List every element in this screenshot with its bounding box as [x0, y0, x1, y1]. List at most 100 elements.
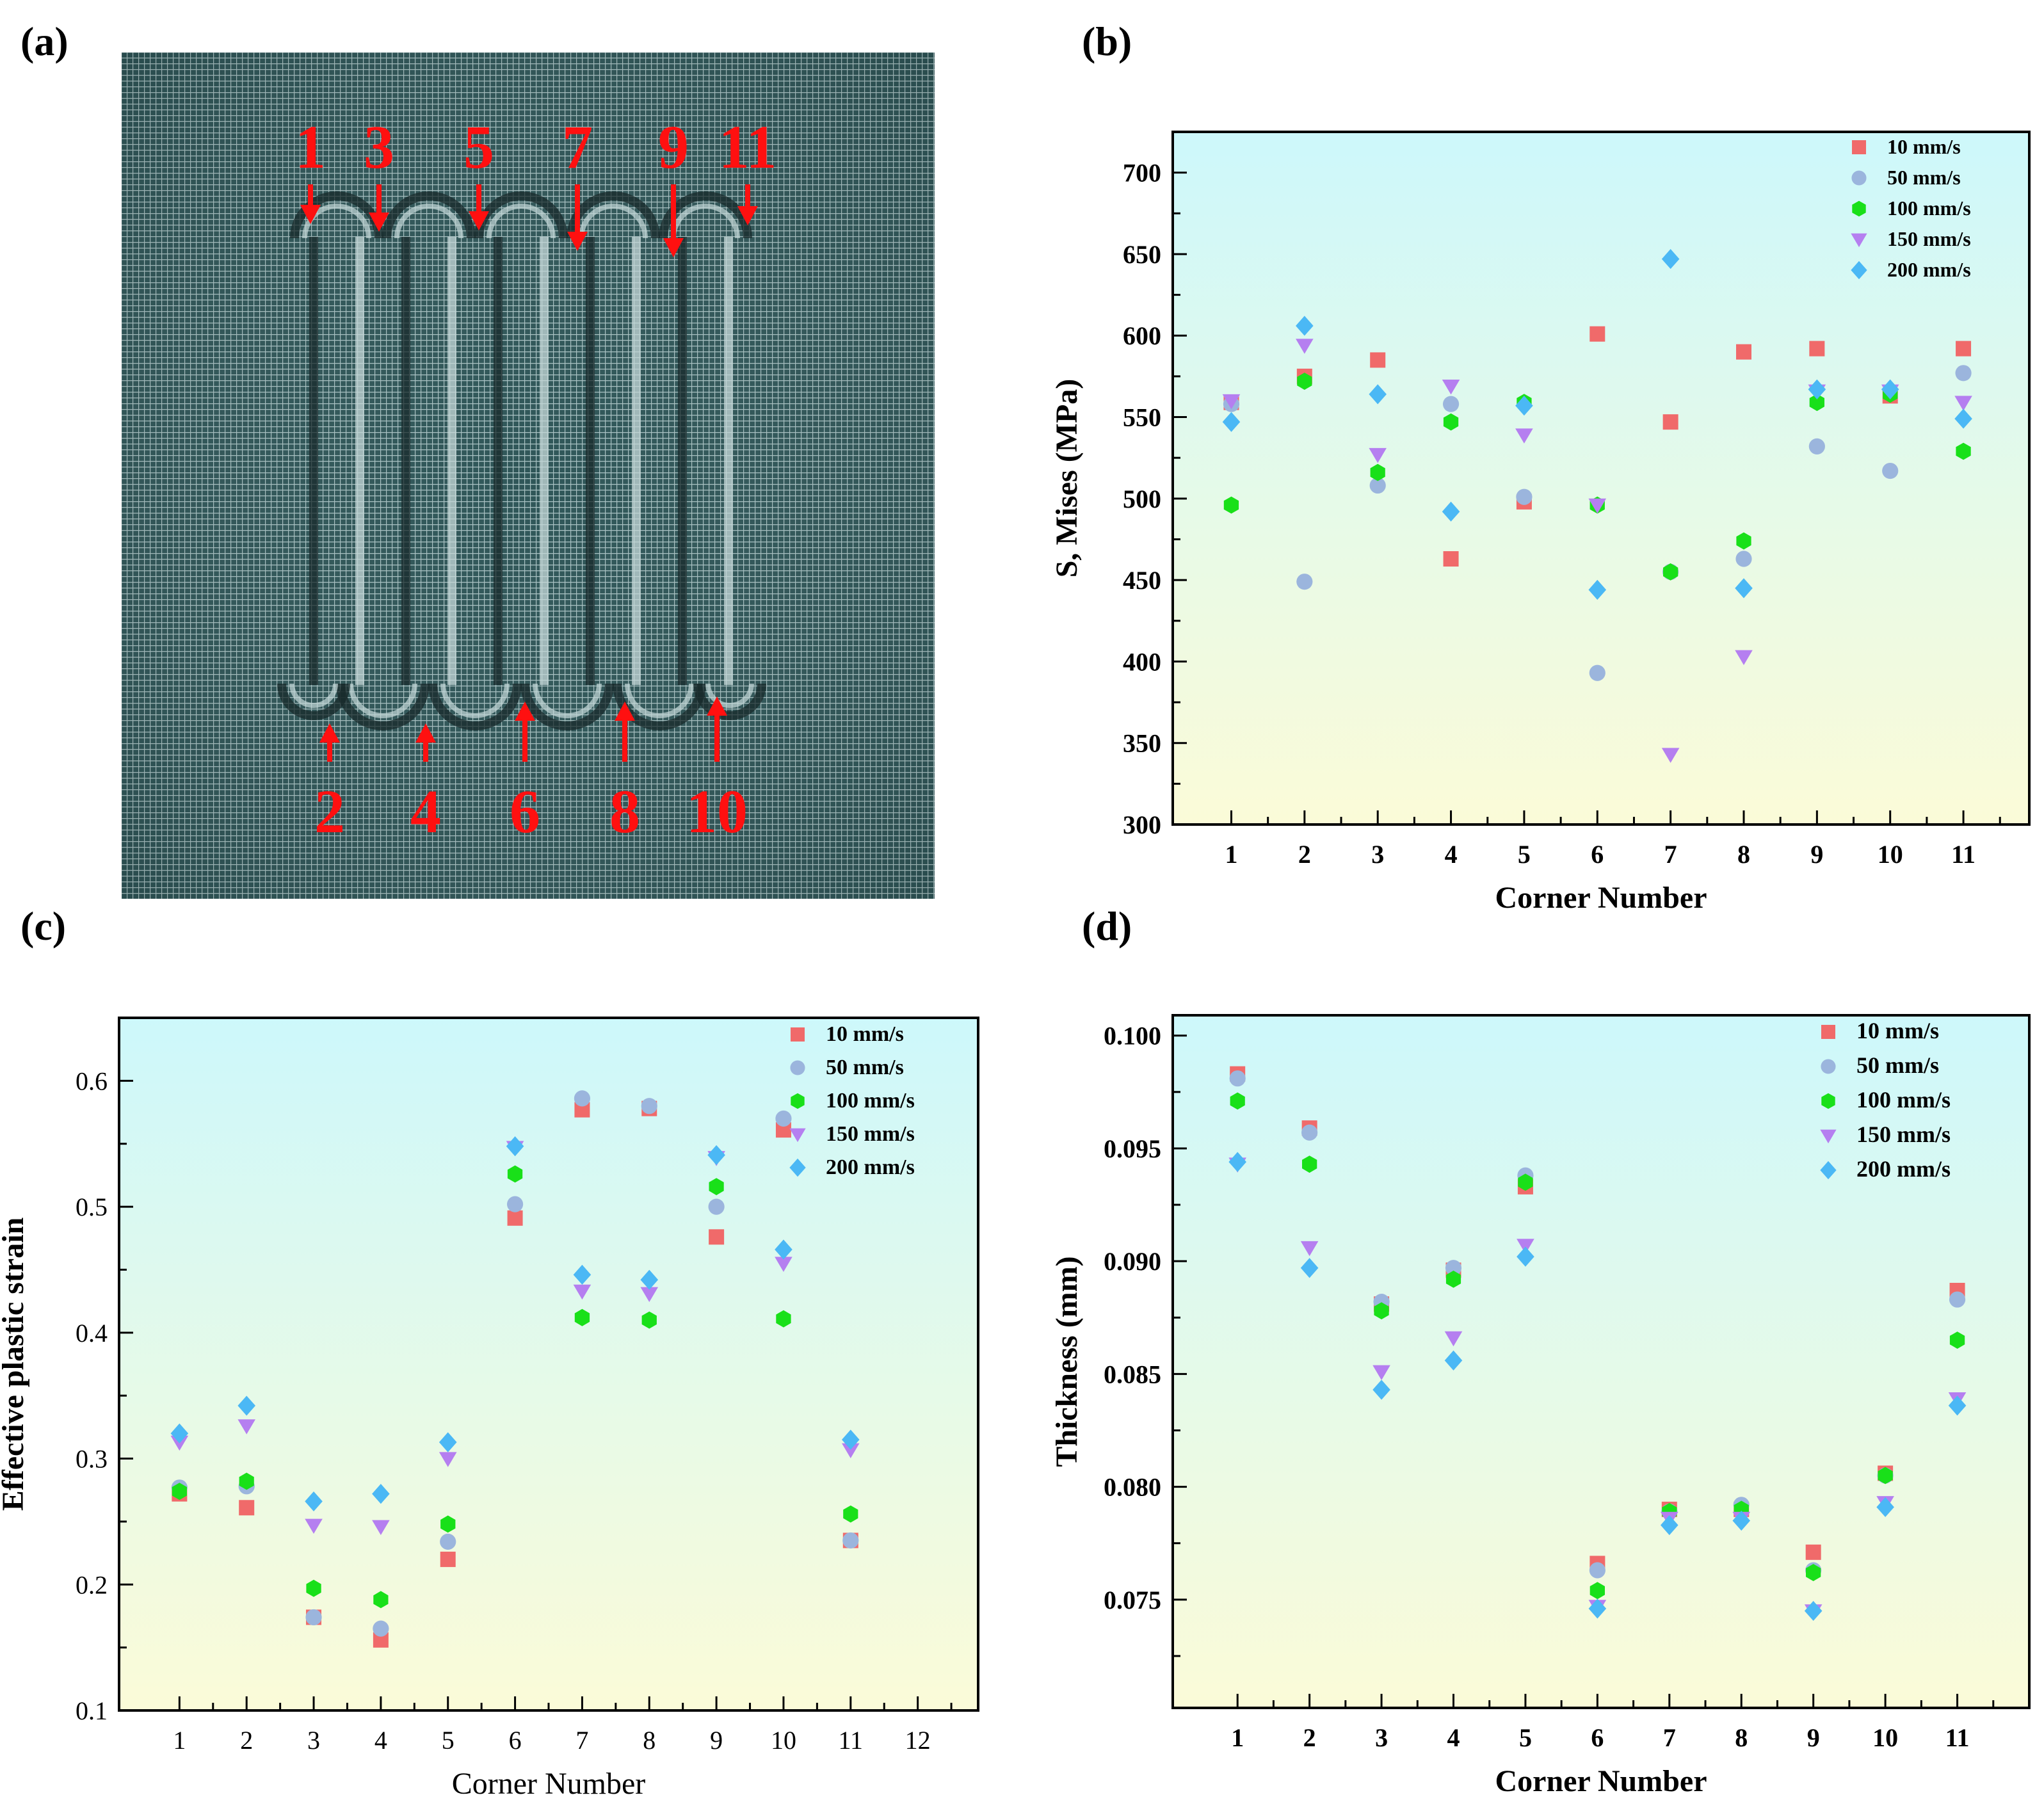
- data-point: [573, 1284, 591, 1300]
- channel-top-turn-highlight: [579, 204, 648, 239]
- legend-label: 150 mm/s: [1856, 1122, 1951, 1147]
- channel-bottom-turn-highlight: [705, 683, 754, 708]
- corner-arrow-head: [469, 211, 489, 230]
- y-axis-label: S, Mises (MPa): [1050, 379, 1084, 578]
- channel-top-turn: [382, 191, 476, 239]
- data-point: [1589, 1582, 1605, 1600]
- y-tick-label: 0.3: [76, 1445, 108, 1474]
- data-point: [1370, 352, 1386, 368]
- data-point: [1517, 1239, 1534, 1254]
- x-tick-label: 8: [643, 1726, 656, 1755]
- x-tick-label: 1: [1231, 1723, 1244, 1752]
- corner-arrow-head: [663, 238, 684, 257]
- y-tick-label: 350: [1123, 729, 1161, 758]
- data-point: [776, 1310, 791, 1328]
- y-tick-label: 0.075: [1104, 1586, 1161, 1614]
- data-point: [1809, 341, 1825, 357]
- corner-label: 3: [364, 113, 394, 181]
- data-point: [1589, 1562, 1605, 1579]
- data-point: [237, 1396, 256, 1416]
- corner-arrow-head: [737, 206, 758, 225]
- x-tick-label: 4: [1447, 1723, 1460, 1752]
- channel-bottom-turn: [277, 683, 350, 720]
- data-point: [1878, 1467, 1893, 1484]
- data-point: [1736, 532, 1751, 550]
- legend-marker: [791, 1027, 805, 1042]
- legend-label: 150 mm/s: [1887, 227, 1971, 250]
- corner-arrow-head: [567, 232, 588, 251]
- x-tick-label: 3: [1371, 840, 1384, 869]
- x-tick-label: 9: [710, 1726, 723, 1755]
- data-point: [1369, 447, 1387, 463]
- y-tick-label: 450: [1123, 566, 1161, 595]
- data-point: [1589, 664, 1605, 681]
- data-point: [239, 1472, 254, 1490]
- data-point: [1808, 438, 1825, 455]
- panel-label-c: (c): [20, 903, 67, 949]
- legend-marker: [790, 1060, 805, 1075]
- data-point: [775, 1239, 793, 1260]
- y-tick-label: 0.085: [1104, 1360, 1161, 1388]
- x-axis-label: Corner Number: [1495, 881, 1707, 915]
- data-point: [506, 1196, 524, 1212]
- legend-label: 200 mm/s: [1856, 1156, 1951, 1182]
- y-axis-label: Thickness (mm): [1050, 1256, 1084, 1467]
- data-point: [1732, 1510, 1751, 1531]
- y-tick-label: 0.4: [76, 1319, 108, 1347]
- corner-arrow-head: [369, 213, 389, 232]
- data-point: [1297, 373, 1312, 390]
- data-point: [1735, 578, 1753, 599]
- x-tick-label: 7: [575, 1726, 588, 1755]
- data-point: [1663, 563, 1678, 581]
- legend-marker: [1851, 233, 1867, 248]
- data-point: [1442, 501, 1460, 522]
- data-point: [1369, 477, 1386, 494]
- data-point: [1222, 412, 1241, 432]
- data-point: [1302, 1155, 1317, 1173]
- mesh-panel: 1 3 5 7 9 11 2 4 6 8 10: [122, 52, 935, 899]
- legend-marker: [789, 1158, 806, 1177]
- y-tick-label: 550: [1123, 403, 1161, 432]
- data-point: [641, 1098, 657, 1114]
- data-point: [506, 1136, 524, 1157]
- data-point: [708, 1198, 725, 1215]
- x-tick-label: 2: [1298, 840, 1311, 869]
- y-tick-label: 300: [1123, 810, 1161, 839]
- channel-bottom-turn: [613, 683, 706, 730]
- y-tick-label: 650: [1123, 240, 1161, 269]
- x-tick-label: 5: [1519, 1723, 1532, 1752]
- x-tick-label: 7: [1663, 1723, 1676, 1752]
- data-point: [1300, 1241, 1319, 1257]
- legend-marker: [1821, 1025, 1835, 1039]
- corner-arrow-head: [300, 205, 321, 224]
- legend-label: 100 mm/s: [1856, 1087, 1951, 1113]
- legend-label: 150 mm/s: [826, 1122, 915, 1146]
- data-point: [1229, 1070, 1246, 1087]
- x-tick-label: 10: [1878, 840, 1903, 869]
- x-tick-label: 5: [442, 1726, 455, 1755]
- corner-arrow-head: [319, 723, 340, 743]
- data-point: [573, 1264, 591, 1285]
- data-point: [1736, 344, 1751, 360]
- data-point: [841, 1429, 860, 1450]
- channel-bottom-turn-highlight: [625, 683, 694, 718]
- y-tick-label: 0.6: [76, 1066, 108, 1095]
- data-point: [1956, 341, 1972, 357]
- data-point: [1881, 379, 1899, 399]
- x-tick-label: 11: [1945, 1723, 1970, 1752]
- corner-arrow-head: [415, 723, 436, 743]
- corner-arrow-head: [515, 702, 535, 721]
- legend-label: 100 mm/s: [1887, 197, 1971, 220]
- x-tick-label: 1: [1225, 840, 1237, 869]
- data-point: [1516, 488, 1533, 505]
- x-tick-label: 1: [173, 1726, 186, 1755]
- data-point: [306, 1579, 321, 1597]
- y-tick-label: 600: [1123, 321, 1161, 350]
- data-point: [1948, 1396, 1967, 1416]
- data-point: [439, 1452, 457, 1467]
- data-point: [507, 1210, 523, 1226]
- x-tick-label: 3: [1375, 1723, 1388, 1752]
- data-point: [709, 1229, 725, 1245]
- legend-marker: [1852, 140, 1866, 154]
